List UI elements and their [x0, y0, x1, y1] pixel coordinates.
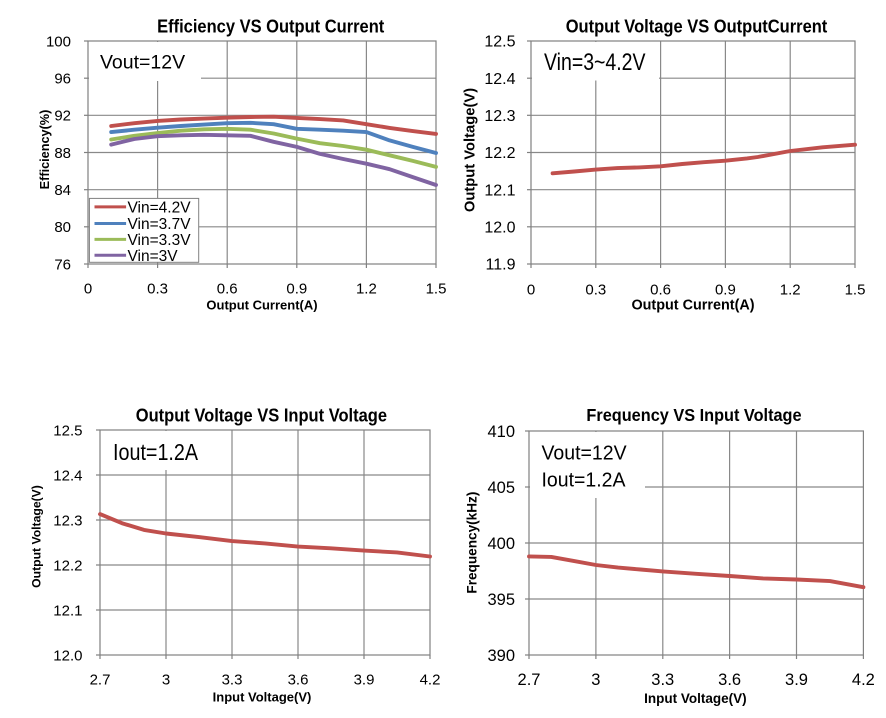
svg-text:92: 92: [54, 108, 71, 125]
svg-text:3.9: 3.9: [354, 671, 375, 688]
svg-text:Vout=12V: Vout=12V: [100, 51, 185, 73]
svg-text:Iout=1.2A: Iout=1.2A: [542, 469, 627, 492]
svg-text:12.2: 12.2: [484, 145, 515, 162]
svg-text:0.6: 0.6: [217, 280, 238, 297]
svg-text:4.2: 4.2: [852, 671, 875, 689]
svg-text:Input Voltage(V): Input Voltage(V): [213, 690, 312, 705]
svg-text:Vin=4.2V: Vin=4.2V: [128, 199, 192, 216]
svg-text:Output Voltage VS Input Voltag: Output Voltage VS Input Voltage: [136, 405, 388, 426]
svg-text:Input Voltage(V): Input Voltage(V): [644, 691, 747, 706]
svg-text:12.0: 12.0: [53, 647, 82, 664]
svg-text:12.3: 12.3: [484, 108, 515, 125]
svg-text:Output Voltage(V): Output Voltage(V): [462, 88, 478, 212]
svg-text:0: 0: [84, 280, 92, 297]
svg-text:0.9: 0.9: [286, 280, 307, 297]
svg-text:84: 84: [54, 182, 71, 199]
svg-text:0.6: 0.6: [650, 281, 671, 298]
svg-text:0: 0: [527, 281, 535, 298]
svg-text:80: 80: [54, 219, 71, 236]
svg-text:Efficiency VS Output Current: Efficiency VS Output Current: [157, 16, 384, 37]
svg-text:Iout=1.2A: Iout=1.2A: [113, 440, 199, 466]
svg-text:12.1: 12.1: [53, 602, 82, 619]
svg-text:Output Voltage VS OutputCurren: Output Voltage VS OutputCurrent: [566, 16, 828, 37]
svg-text:Frequency(kHz): Frequency(kHz): [464, 492, 479, 594]
svg-text:0.9: 0.9: [715, 281, 736, 298]
svg-text:1.5: 1.5: [845, 281, 866, 298]
svg-text:12.2: 12.2: [53, 557, 82, 574]
svg-text:Vin=3~4.2V: Vin=3~4.2V: [544, 48, 646, 76]
svg-text:2.7: 2.7: [518, 671, 541, 689]
svg-text:88: 88: [54, 145, 71, 162]
svg-text:96: 96: [54, 71, 71, 88]
svg-text:3.3: 3.3: [651, 671, 674, 689]
svg-text:395: 395: [487, 591, 515, 609]
svg-text:Output Voltage(V): Output Voltage(V): [29, 485, 43, 588]
svg-text:410: 410: [487, 423, 515, 441]
svg-text:Vin=3V: Vin=3V: [128, 248, 179, 265]
svg-text:Efficiency(%): Efficiency(%): [38, 110, 52, 190]
svg-text:3: 3: [162, 671, 170, 688]
svg-text:Output Current(A): Output Current(A): [631, 298, 754, 314]
svg-text:3.9: 3.9: [785, 671, 808, 689]
svg-text:3.6: 3.6: [718, 671, 741, 689]
svg-text:0.3: 0.3: [147, 280, 168, 297]
svg-text:12.3: 12.3: [53, 512, 82, 529]
svg-text:12.4: 12.4: [484, 71, 515, 88]
svg-text:100: 100: [46, 33, 71, 50]
svg-text:Frequency VS Input Voltage: Frequency VS Input Voltage: [586, 404, 801, 425]
svg-text:Vout=12V: Vout=12V: [542, 442, 628, 465]
svg-text:76: 76: [54, 256, 71, 273]
svg-text:3.6: 3.6: [288, 671, 309, 688]
svg-text:12.5: 12.5: [484, 34, 515, 51]
svg-text:400: 400: [487, 535, 515, 553]
svg-text:11.9: 11.9: [486, 257, 516, 274]
svg-text:12.4: 12.4: [53, 467, 82, 484]
svg-text:12.5: 12.5: [53, 422, 82, 439]
svg-text:Vin=3.3V: Vin=3.3V: [128, 232, 192, 249]
svg-text:4.2: 4.2: [420, 671, 441, 688]
svg-text:405: 405: [487, 479, 515, 497]
svg-text:1.5: 1.5: [426, 280, 447, 297]
svg-text:1.2: 1.2: [780, 281, 801, 298]
svg-text:3: 3: [591, 671, 600, 689]
svg-text:Output Current(A): Output Current(A): [206, 298, 317, 313]
svg-text:Vin=3.7V: Vin=3.7V: [128, 216, 192, 233]
svg-text:0.3: 0.3: [585, 281, 606, 298]
svg-text:12.0: 12.0: [484, 220, 515, 237]
svg-text:12.1: 12.1: [484, 182, 515, 199]
svg-text:3.3: 3.3: [222, 671, 243, 688]
svg-text:2.7: 2.7: [90, 671, 111, 688]
svg-text:1.2: 1.2: [356, 280, 377, 297]
svg-text:390: 390: [487, 647, 515, 665]
